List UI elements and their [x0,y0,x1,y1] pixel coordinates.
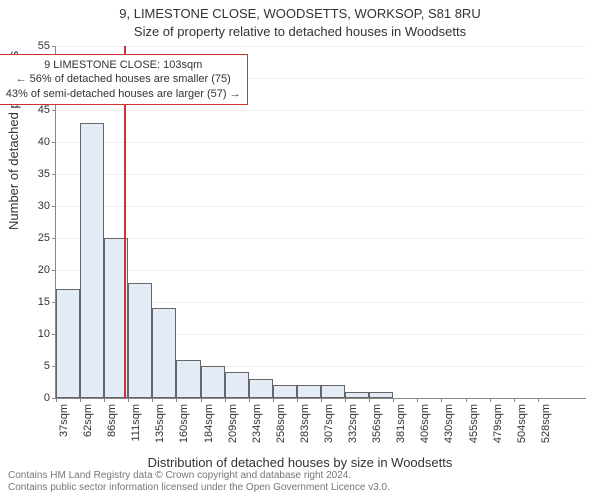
x-tick-label: 381sqm [395,404,407,443]
x-tick-label: 160sqm [178,404,190,443]
x-tick-label: 62sqm [82,404,94,437]
histogram-bar [225,372,249,398]
footer-line-1: Contains HM Land Registry data © Crown c… [8,470,390,482]
footer-attribution: Contains HM Land Registry data © Crown c… [8,470,390,494]
y-tick-label: 25 [38,232,50,244]
histogram-bar [297,385,321,398]
histogram-bar [201,366,225,398]
y-tick-label: 20 [38,264,50,276]
histogram-bar [249,379,273,398]
x-tick-label: 332sqm [347,404,359,443]
chart-subtitle: Size of property relative to detached ho… [0,24,600,39]
annotation-box: 9 LIMESTONE CLOSE: 103sqm ← 56% of detac… [0,54,248,105]
x-tick-label: 86sqm [106,404,118,437]
x-tick-label: 37sqm [58,404,70,437]
x-tick-label: 111sqm [130,404,142,442]
annotation-line-2: ← 56% of detached houses are smaller (75… [6,72,241,86]
histogram-bar [369,392,393,398]
x-tick-label: 430sqm [443,404,455,443]
annotation-line-1: 9 LIMESTONE CLOSE: 103sqm [6,58,241,72]
y-tick-label: 55 [38,40,50,52]
histogram-bar [128,283,152,398]
x-tick-label: 307sqm [323,404,335,443]
x-tick-label: 258sqm [275,404,287,443]
y-tick-label: 0 [44,392,50,404]
x-tick-label: 234sqm [251,404,263,443]
x-tick-label: 504sqm [516,404,528,443]
x-axis-label: Distribution of detached houses by size … [0,455,600,470]
x-tick-label: 135sqm [154,404,166,443]
plot-area: 0510152025303540455055 37sqm62sqm86sqm11… [55,46,586,399]
annotation-line-3: 43% of semi-detached houses are larger (… [6,87,241,101]
x-tick-label: 455sqm [468,404,480,443]
footer-line-2: Contains public sector information licen… [8,482,390,494]
y-tick-label: 40 [38,136,50,148]
histogram-bar [80,123,104,398]
x-tick-label: 356sqm [371,404,383,443]
histogram-bar [345,392,369,398]
y-tick-label: 15 [38,296,50,308]
x-tick-label: 479sqm [492,404,504,443]
histogram-bar [176,360,200,398]
histogram-bar [56,289,80,398]
y-tick-label: 45 [38,104,50,116]
x-tick-label: 406sqm [419,404,431,443]
x-tick-label: 283sqm [299,404,311,443]
histogram-bar [152,308,176,398]
y-tick-label: 10 [38,328,50,340]
y-tick-label: 30 [38,200,50,212]
property-size-histogram: { "titles": { "line1": "9, LIMESTONE CLO… [0,0,600,500]
x-tick-label: 184sqm [203,404,215,443]
y-tick-label: 35 [38,168,50,180]
x-tick-label: 528sqm [540,404,552,443]
y-tick-label: 5 [44,360,50,372]
x-tick-label: 209sqm [227,404,239,443]
chart-title-address: 9, LIMESTONE CLOSE, WOODSETTS, WORKSOP, … [0,6,600,21]
histogram-bar [273,385,297,398]
histogram-bar [321,385,345,398]
